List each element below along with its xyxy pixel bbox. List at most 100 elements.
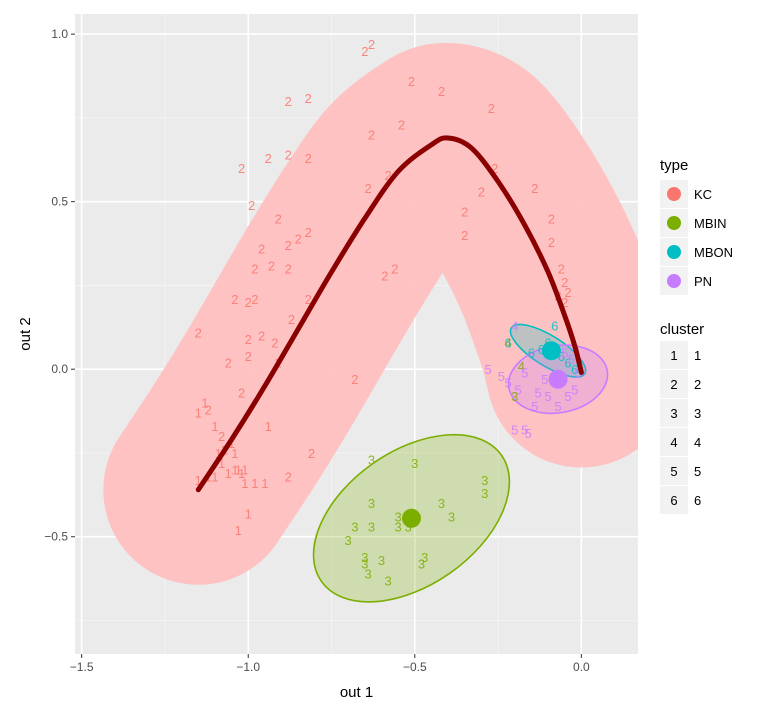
- point-label-kc: 2: [461, 228, 468, 243]
- centroid-pn: [548, 369, 568, 389]
- point-label-mbin: 3: [411, 456, 418, 471]
- legend-cluster-glyph: 3: [670, 406, 677, 421]
- point-label-mbin: 4: [504, 335, 511, 350]
- point-label-kc: 1: [245, 506, 252, 521]
- legend-cluster-label: 1: [694, 348, 701, 363]
- point-label-mbin: 3: [421, 550, 428, 565]
- trajectory-layer: [195, 135, 584, 493]
- point-label-kc: 1: [231, 463, 238, 478]
- point-label-mbin: 3: [385, 573, 392, 588]
- x-tick-label: −0.5: [403, 660, 427, 674]
- point-label-mbon: 6: [538, 342, 545, 357]
- point-label-kc: 2: [478, 185, 485, 200]
- legend-cluster-glyph: 2: [670, 377, 677, 392]
- point-label-kc: 2: [225, 355, 232, 370]
- point-label-kc: 1: [211, 469, 218, 484]
- point-label-kc: 2: [381, 268, 388, 283]
- point-label-mbin: 3: [351, 520, 358, 535]
- point-label-kc: 1: [195, 406, 202, 421]
- point-label-kc: 2: [251, 262, 258, 277]
- point-label-pn: 5: [571, 382, 578, 397]
- point-label-kc: 2: [391, 262, 398, 277]
- point-label-mbon: 6: [571, 362, 578, 377]
- point-label-kc: 2: [408, 74, 415, 89]
- point-label-kc: 2: [258, 329, 265, 344]
- point-label-kc: 2: [251, 292, 258, 307]
- point-label-mbin: 3: [365, 567, 372, 582]
- legend-cluster-glyph: 5: [670, 464, 677, 479]
- x-tick-label: 0.0: [573, 660, 590, 674]
- legend-cluster-label: 2: [694, 377, 701, 392]
- legend-cluster-label: 4: [694, 435, 701, 450]
- point-label-kc: 2: [385, 168, 392, 183]
- point-label-kc: 2: [561, 295, 568, 310]
- point-label-kc: 1: [235, 463, 242, 478]
- point-label-mbin: 3: [361, 557, 368, 572]
- point-label-kc: 2: [205, 402, 212, 417]
- point-label-kc: 2: [285, 94, 292, 109]
- legend-cluster-title: cluster: [660, 321, 704, 338]
- legend-cluster-key: [660, 399, 688, 427]
- legend-cluster-glyph: 6: [670, 493, 677, 508]
- point-label-pn: 5: [524, 426, 531, 441]
- point-label-kc: 2: [271, 335, 278, 350]
- x-tick-label: −1.5: [70, 660, 94, 674]
- point-label-mbon: 6: [504, 335, 511, 350]
- point-label-pn: 4: [511, 319, 518, 334]
- legend-type-label: MBIN: [694, 216, 727, 231]
- legend-type-marker: [667, 274, 681, 288]
- legend-cluster-label: 3: [694, 406, 701, 421]
- legend-type-label: KC: [694, 187, 712, 202]
- point-label-mbin: 3: [448, 510, 455, 525]
- y-tick-label: 0.5: [51, 195, 68, 209]
- point-label-pn: 5: [574, 366, 581, 381]
- point-label-mbin: 3: [368, 453, 375, 468]
- point-label-kc: 2: [351, 372, 358, 387]
- point-label-kc: 2: [295, 232, 302, 247]
- point-label-pn: 5: [511, 422, 518, 437]
- point-label-mbin: 4: [518, 359, 525, 374]
- point-label-pn: 5: [541, 372, 548, 387]
- point-label-kc: 2: [285, 262, 292, 277]
- point-label-pn: 5: [484, 362, 491, 377]
- point-label-kc: 2: [265, 151, 272, 166]
- legend-cluster-key: [660, 370, 688, 398]
- point-label-kc: 2: [275, 211, 282, 226]
- y-axis-title: out 2: [17, 317, 34, 350]
- x-tick-label: −1.0: [236, 660, 260, 674]
- point-label-kc: 2: [288, 312, 295, 327]
- point-label-kc: 1: [211, 419, 218, 434]
- point-label-pn: 5: [561, 345, 568, 360]
- point-label-pn: 5: [534, 386, 541, 401]
- point-label-kc: 2: [531, 181, 538, 196]
- point-label-kc: 2: [305, 225, 312, 240]
- point-label-kc: 2: [248, 198, 255, 213]
- point-label-kc: 1: [225, 466, 232, 481]
- point-label-kc: 2: [305, 151, 312, 166]
- legend-cluster-glyph: 1: [670, 348, 677, 363]
- point-label-kc: 2: [231, 292, 238, 307]
- point-label-mbin: 3: [361, 550, 368, 565]
- point-label-kc: 2: [258, 242, 265, 257]
- point-label-pn: 5: [521, 422, 528, 437]
- legend-type-marker: [667, 216, 681, 230]
- point-label-pn: 5: [498, 369, 505, 384]
- point-label-kc: 2: [285, 148, 292, 163]
- point-label-pn: 5: [568, 352, 575, 367]
- point-label-mbon: 6: [564, 355, 571, 370]
- legend-cluster-label: 6: [694, 493, 701, 508]
- point-label-kc: 2: [488, 101, 495, 116]
- point-label-mbin: 3: [418, 557, 425, 572]
- point-label-mbin: 3: [481, 486, 488, 501]
- point-label-kc: 2: [558, 262, 565, 277]
- legend-type: type KC MBIN MBON PN: [660, 157, 733, 295]
- point-label-mbin: 3: [368, 496, 375, 511]
- point-label-kc: 2: [438, 84, 445, 99]
- legend-cluster-key: [660, 457, 688, 485]
- point-label-kc: 1: [218, 456, 225, 471]
- point-label-pn: 5: [514, 382, 521, 397]
- point-label-kc: 2: [245, 295, 252, 310]
- point-label-kc: 1: [238, 466, 245, 481]
